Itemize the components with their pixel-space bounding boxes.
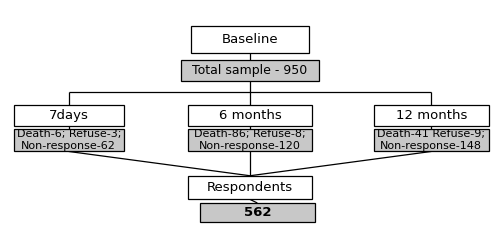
FancyBboxPatch shape (14, 129, 124, 151)
Text: Respondents: Respondents (207, 181, 293, 194)
Text: 7days: 7days (49, 109, 88, 122)
Text: Death-6; Refuse-3;
Non-response-62: Death-6; Refuse-3; Non-response-62 (16, 129, 121, 151)
FancyBboxPatch shape (14, 105, 124, 126)
FancyBboxPatch shape (374, 129, 489, 151)
Text: Total sample - 950: Total sample - 950 (192, 64, 308, 77)
FancyBboxPatch shape (182, 60, 318, 81)
Text: 6 months: 6 months (218, 109, 282, 122)
FancyBboxPatch shape (200, 203, 315, 222)
FancyBboxPatch shape (188, 105, 312, 126)
Text: Baseline: Baseline (222, 33, 278, 46)
Text: 12 months: 12 months (396, 109, 467, 122)
Text: 562: 562 (244, 206, 271, 219)
Text: Death-86; Refuse-8;
Non-response-120: Death-86; Refuse-8; Non-response-120 (194, 129, 306, 151)
FancyBboxPatch shape (191, 26, 309, 53)
FancyBboxPatch shape (188, 129, 312, 151)
FancyBboxPatch shape (374, 105, 489, 126)
Text: Death-41 Refuse-9;
Non-response-148: Death-41 Refuse-9; Non-response-148 (378, 129, 486, 151)
FancyBboxPatch shape (188, 176, 312, 199)
